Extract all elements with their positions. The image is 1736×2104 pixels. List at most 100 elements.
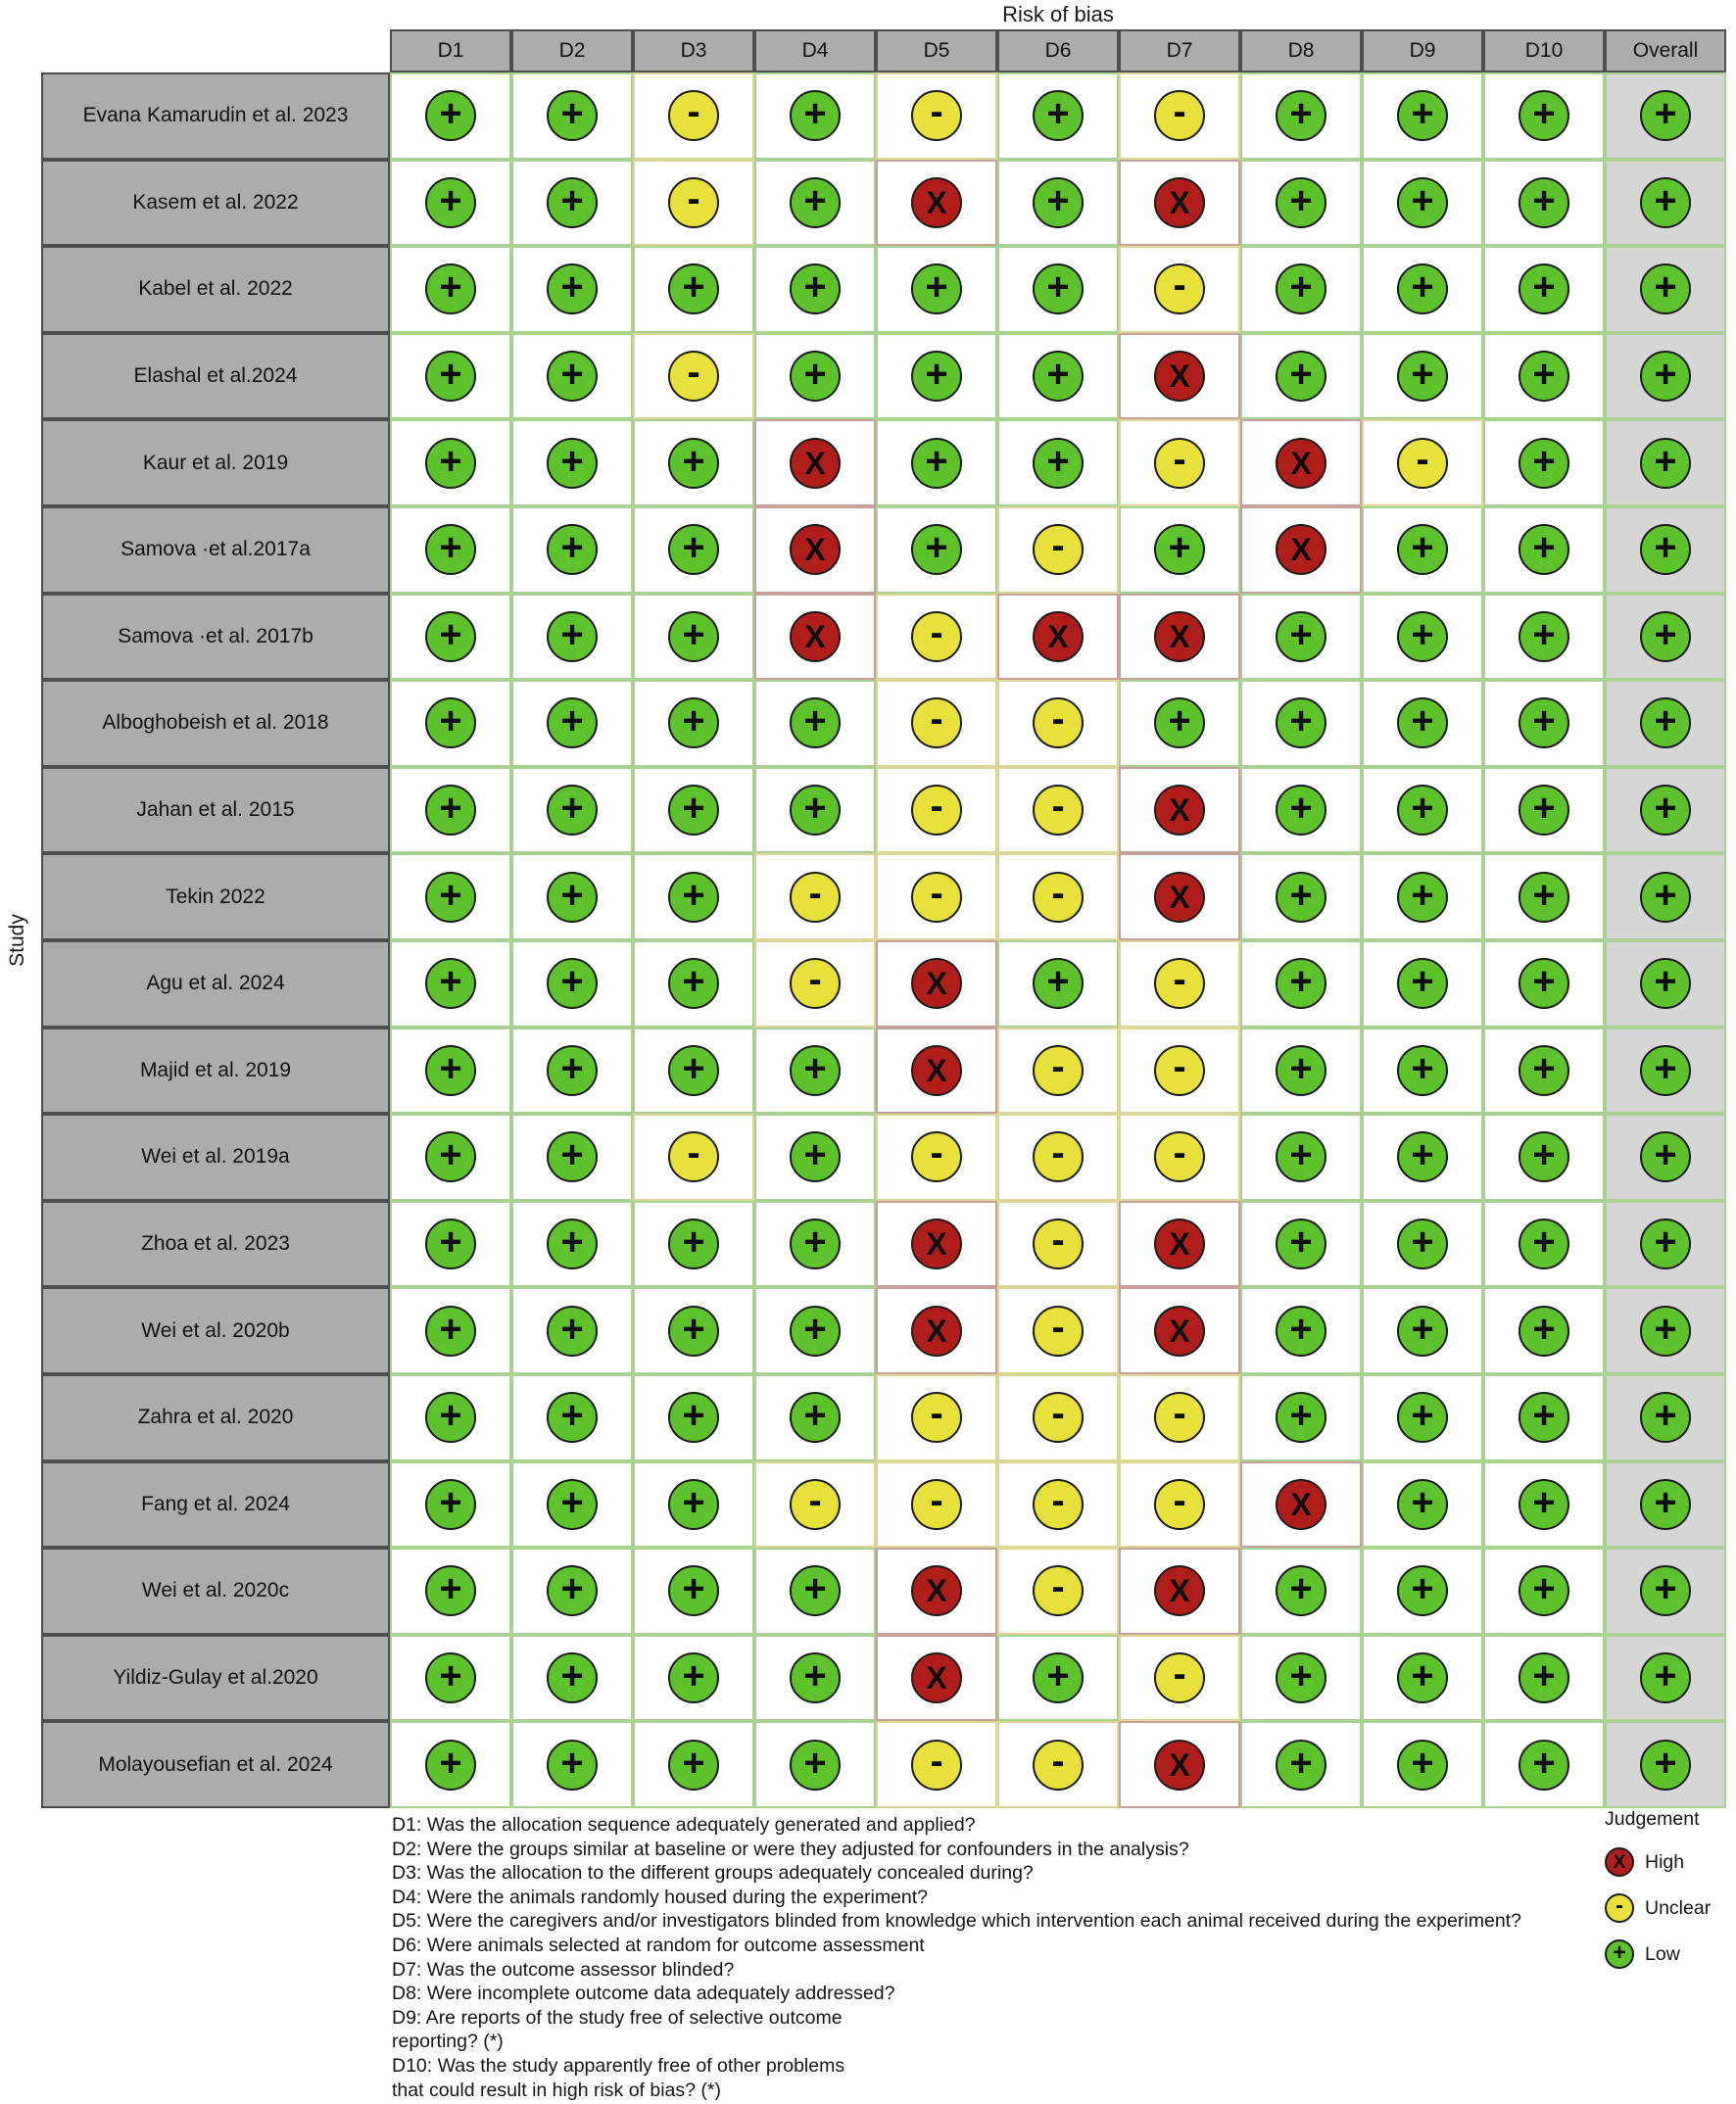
judgement-cell: - <box>633 332 754 420</box>
judgement-circle-low: + <box>790 1219 841 1270</box>
judgement-circle-low: + <box>1519 90 1569 142</box>
judgement-circle-low: + <box>790 1739 841 1791</box>
judgement-cell: + <box>1119 680 1240 767</box>
judgement-circle-low: + <box>1640 1131 1691 1183</box>
low-symbol: + <box>1532 1653 1556 1698</box>
judgement-cell: + <box>633 1200 754 1288</box>
judgement-circle-high: X <box>790 437 841 489</box>
low-symbol: + <box>560 1653 584 1698</box>
judgement-circle-low: + <box>1397 90 1448 142</box>
low-symbol: + <box>1532 787 1556 831</box>
unclear-symbol: - <box>1051 1305 1065 1349</box>
low-symbol: + <box>1654 1480 1677 1524</box>
unclear-symbol: - <box>1173 1651 1186 1696</box>
judgement-cell: - <box>997 1114 1119 1201</box>
judgement-cell: + <box>754 680 876 767</box>
judgement-circle-low: + <box>1519 351 1569 403</box>
study-label: Zhoa et al. 2023 <box>41 1200 390 1288</box>
judgement-cell: + <box>511 246 633 333</box>
judgement-circle-low: + <box>547 524 598 576</box>
low-symbol: + <box>1289 699 1313 743</box>
judgement-circle-low: + <box>425 1131 476 1183</box>
low-symbol: + <box>682 1567 705 1611</box>
judgement-cell: - <box>754 853 876 940</box>
low-symbol: + <box>682 873 705 917</box>
judgement-cell: - <box>876 680 997 767</box>
unclear-symbol: - <box>687 176 700 220</box>
judgement-cell: + <box>876 246 997 333</box>
unclear-symbol: - <box>1173 1044 1186 1088</box>
unclear-symbol: - <box>808 1478 822 1522</box>
study-label: Alboghobeish et al. 2018 <box>41 680 390 767</box>
judgement-cell: + <box>390 505 511 594</box>
low-symbol: + <box>803 178 827 222</box>
judgement-circle-low: + <box>668 1651 719 1703</box>
judgement-cell: + <box>511 593 633 681</box>
unclear-symbol: - <box>1051 1131 1065 1175</box>
column-header-d9: D9 <box>1362 29 1483 72</box>
judgement-cell: + <box>1483 680 1605 767</box>
judgement-circle-high: X <box>911 1565 962 1617</box>
judgement-circle-low: + <box>790 263 841 315</box>
judgement-cell: + <box>1483 593 1605 681</box>
low-symbol: + <box>1532 439 1556 483</box>
judgement-cell: + <box>1362 159 1483 247</box>
footnote-line: D9: Are reports of the study free of sel… <box>392 2006 843 2029</box>
low-symbol: + <box>803 1133 827 1177</box>
low-symbol: + <box>1532 1046 1556 1090</box>
unclear-symbol: - <box>1416 437 1429 481</box>
low-symbol: + <box>1289 1653 1313 1698</box>
judgement-cell: + <box>1240 1200 1362 1288</box>
study-label: Elashal et al.2024 <box>41 332 390 420</box>
low-symbol: + <box>1411 353 1434 397</box>
low-symbol: + <box>803 1394 827 1438</box>
high-symbol: X <box>804 532 826 568</box>
unclear-symbol: - <box>1051 871 1065 915</box>
y-axis-label: Study <box>6 914 28 967</box>
low-symbol: + <box>1532 178 1556 222</box>
judgement-cell: - <box>1119 246 1240 333</box>
judgement-cell: X <box>876 1634 997 1722</box>
judgement-cell: - <box>633 72 754 160</box>
judgement-circle-low: + <box>1640 1739 1691 1791</box>
judgement-cell: + <box>390 680 511 767</box>
judgement-circle-low: + <box>1519 437 1569 489</box>
judgement-cell: + <box>1605 332 1726 420</box>
column-header-d1: D1 <box>390 29 511 72</box>
judgement-cell: + <box>1605 159 1726 247</box>
judgement-circle-unclear: - <box>668 1131 719 1183</box>
low-symbol: + <box>1532 1220 1556 1265</box>
judgement-cell: X <box>754 593 876 681</box>
judgement-cell: X <box>1119 853 1240 940</box>
low-symbol: + <box>439 873 462 917</box>
unclear-symbol: - <box>808 958 822 1002</box>
low-symbol: + <box>682 265 705 310</box>
low-symbol: + <box>560 960 584 1004</box>
judgement-cell: + <box>1483 1200 1605 1288</box>
judgement-circle-low: + <box>790 1044 841 1096</box>
judgement-cell: + <box>511 1027 633 1115</box>
judgement-circle-low: + <box>790 785 841 837</box>
footnote-line: D7: Was the outcome assessor blinded? <box>392 1958 735 1981</box>
judgement-cell: + <box>754 766 876 854</box>
study-label: Molayousefian et al. 2024 <box>41 1721 390 1808</box>
judgement-circle-unclear: - <box>790 871 841 923</box>
judgement-circle-low: + <box>1640 958 1691 1010</box>
judgement-cell: - <box>997 853 1119 940</box>
low-symbol: + <box>1411 1567 1434 1611</box>
column-header-d7: D7 <box>1119 29 1240 72</box>
judgement-circle-low: + <box>1640 1044 1691 1096</box>
judgement-circle-unclear: - <box>1154 1131 1205 1183</box>
low-symbol: + <box>803 1653 827 1698</box>
judgement-cell: + <box>633 1460 754 1549</box>
judgement-circle-low: + <box>547 1131 598 1183</box>
judgement-circle-high: X <box>1276 524 1326 576</box>
judgement-circle-unclear: - <box>1154 1651 1205 1703</box>
judgement-cell: + <box>754 159 876 247</box>
low-symbol: + <box>1612 1939 1626 1966</box>
judgement-circle-unclear: - <box>1154 90 1205 142</box>
judgement-circle-low: + <box>425 351 476 403</box>
judgement-circle-low: + <box>1276 1651 1326 1703</box>
unclear-symbol: - <box>930 785 943 829</box>
legend-items: X High - Unclear + Low <box>1605 1847 1736 1969</box>
